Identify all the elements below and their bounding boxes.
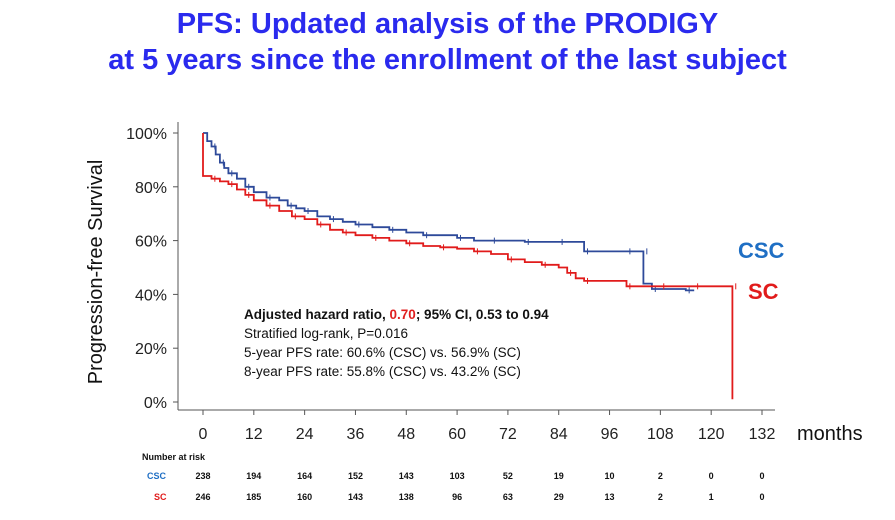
x-tick-label: 60 (448, 426, 466, 443)
y-tick-label: 80% (135, 180, 167, 197)
y-tick-label: 60% (135, 234, 167, 251)
chart-title-line2: at 5 years since the enrollment of the l… (108, 44, 787, 76)
logrank-text: Stratified log-rank, P=0.016 (244, 326, 408, 341)
km-curve-sc (202, 133, 734, 400)
axes: 0% 20% 40% 60% 80% 100% 0 12 24 36 48 60 72 84 96 108 12… (126, 122, 863, 445)
hr-prefix: Adjusted hazard ratio, (244, 307, 390, 322)
pfs5-text: 5-year PFS rate: 60.6% (CSC) vs. 56.9% (… (244, 345, 521, 360)
x-tick-label: 48 (397, 426, 415, 443)
x-tick-label: 36 (347, 426, 365, 443)
x-tick-label: 120 (698, 426, 725, 443)
y-tick-label: 20% (135, 341, 167, 358)
series-group (202, 132, 737, 400)
x-tick-label: 12 (245, 426, 263, 443)
hr-value: 0.70 (389, 307, 416, 322)
chart-title-line1: PFS: Updated analysis of the PRODIGY (176, 8, 719, 40)
series-labels: CSC SC (738, 238, 785, 304)
km-curve-csc (203, 132, 695, 292)
pfs8-text: 8-year PFS rate: 55.8% (CSC) vs. 43.2% (… (244, 364, 521, 379)
x-tick-label: 96 (601, 426, 619, 443)
y-axis-label: Progression-free Survival (85, 159, 107, 385)
y-tick-label: 40% (135, 287, 167, 304)
x-tick-label: 24 (296, 426, 314, 443)
x-axis-unit: months (797, 423, 863, 445)
x-tick-label: 84 (550, 426, 568, 443)
annotation-box: Adjusted hazard ratio, 0.70; 95% CI, 0.5… (244, 305, 549, 381)
y-tick-label: 0% (144, 395, 167, 412)
x-tick-label: 132 (749, 426, 776, 443)
y-tick-label: 100% (126, 126, 167, 143)
x-tick-label: 72 (499, 426, 517, 443)
chart-title: PFS: Updated analysis of the PRODIGY at … (0, 6, 895, 78)
x-tick-label: 0 (199, 426, 208, 443)
x-tick-label: 108 (647, 426, 674, 443)
series-label-sc: SC (748, 279, 779, 304)
hr-suffix: ; 95% CI, 0.53 to 0.94 (415, 307, 549, 322)
hazard-ratio-text: Adjusted hazard ratio, 0.70; 95% CI, 0.5… (244, 305, 549, 324)
series-label-csc: CSC (738, 238, 785, 263)
